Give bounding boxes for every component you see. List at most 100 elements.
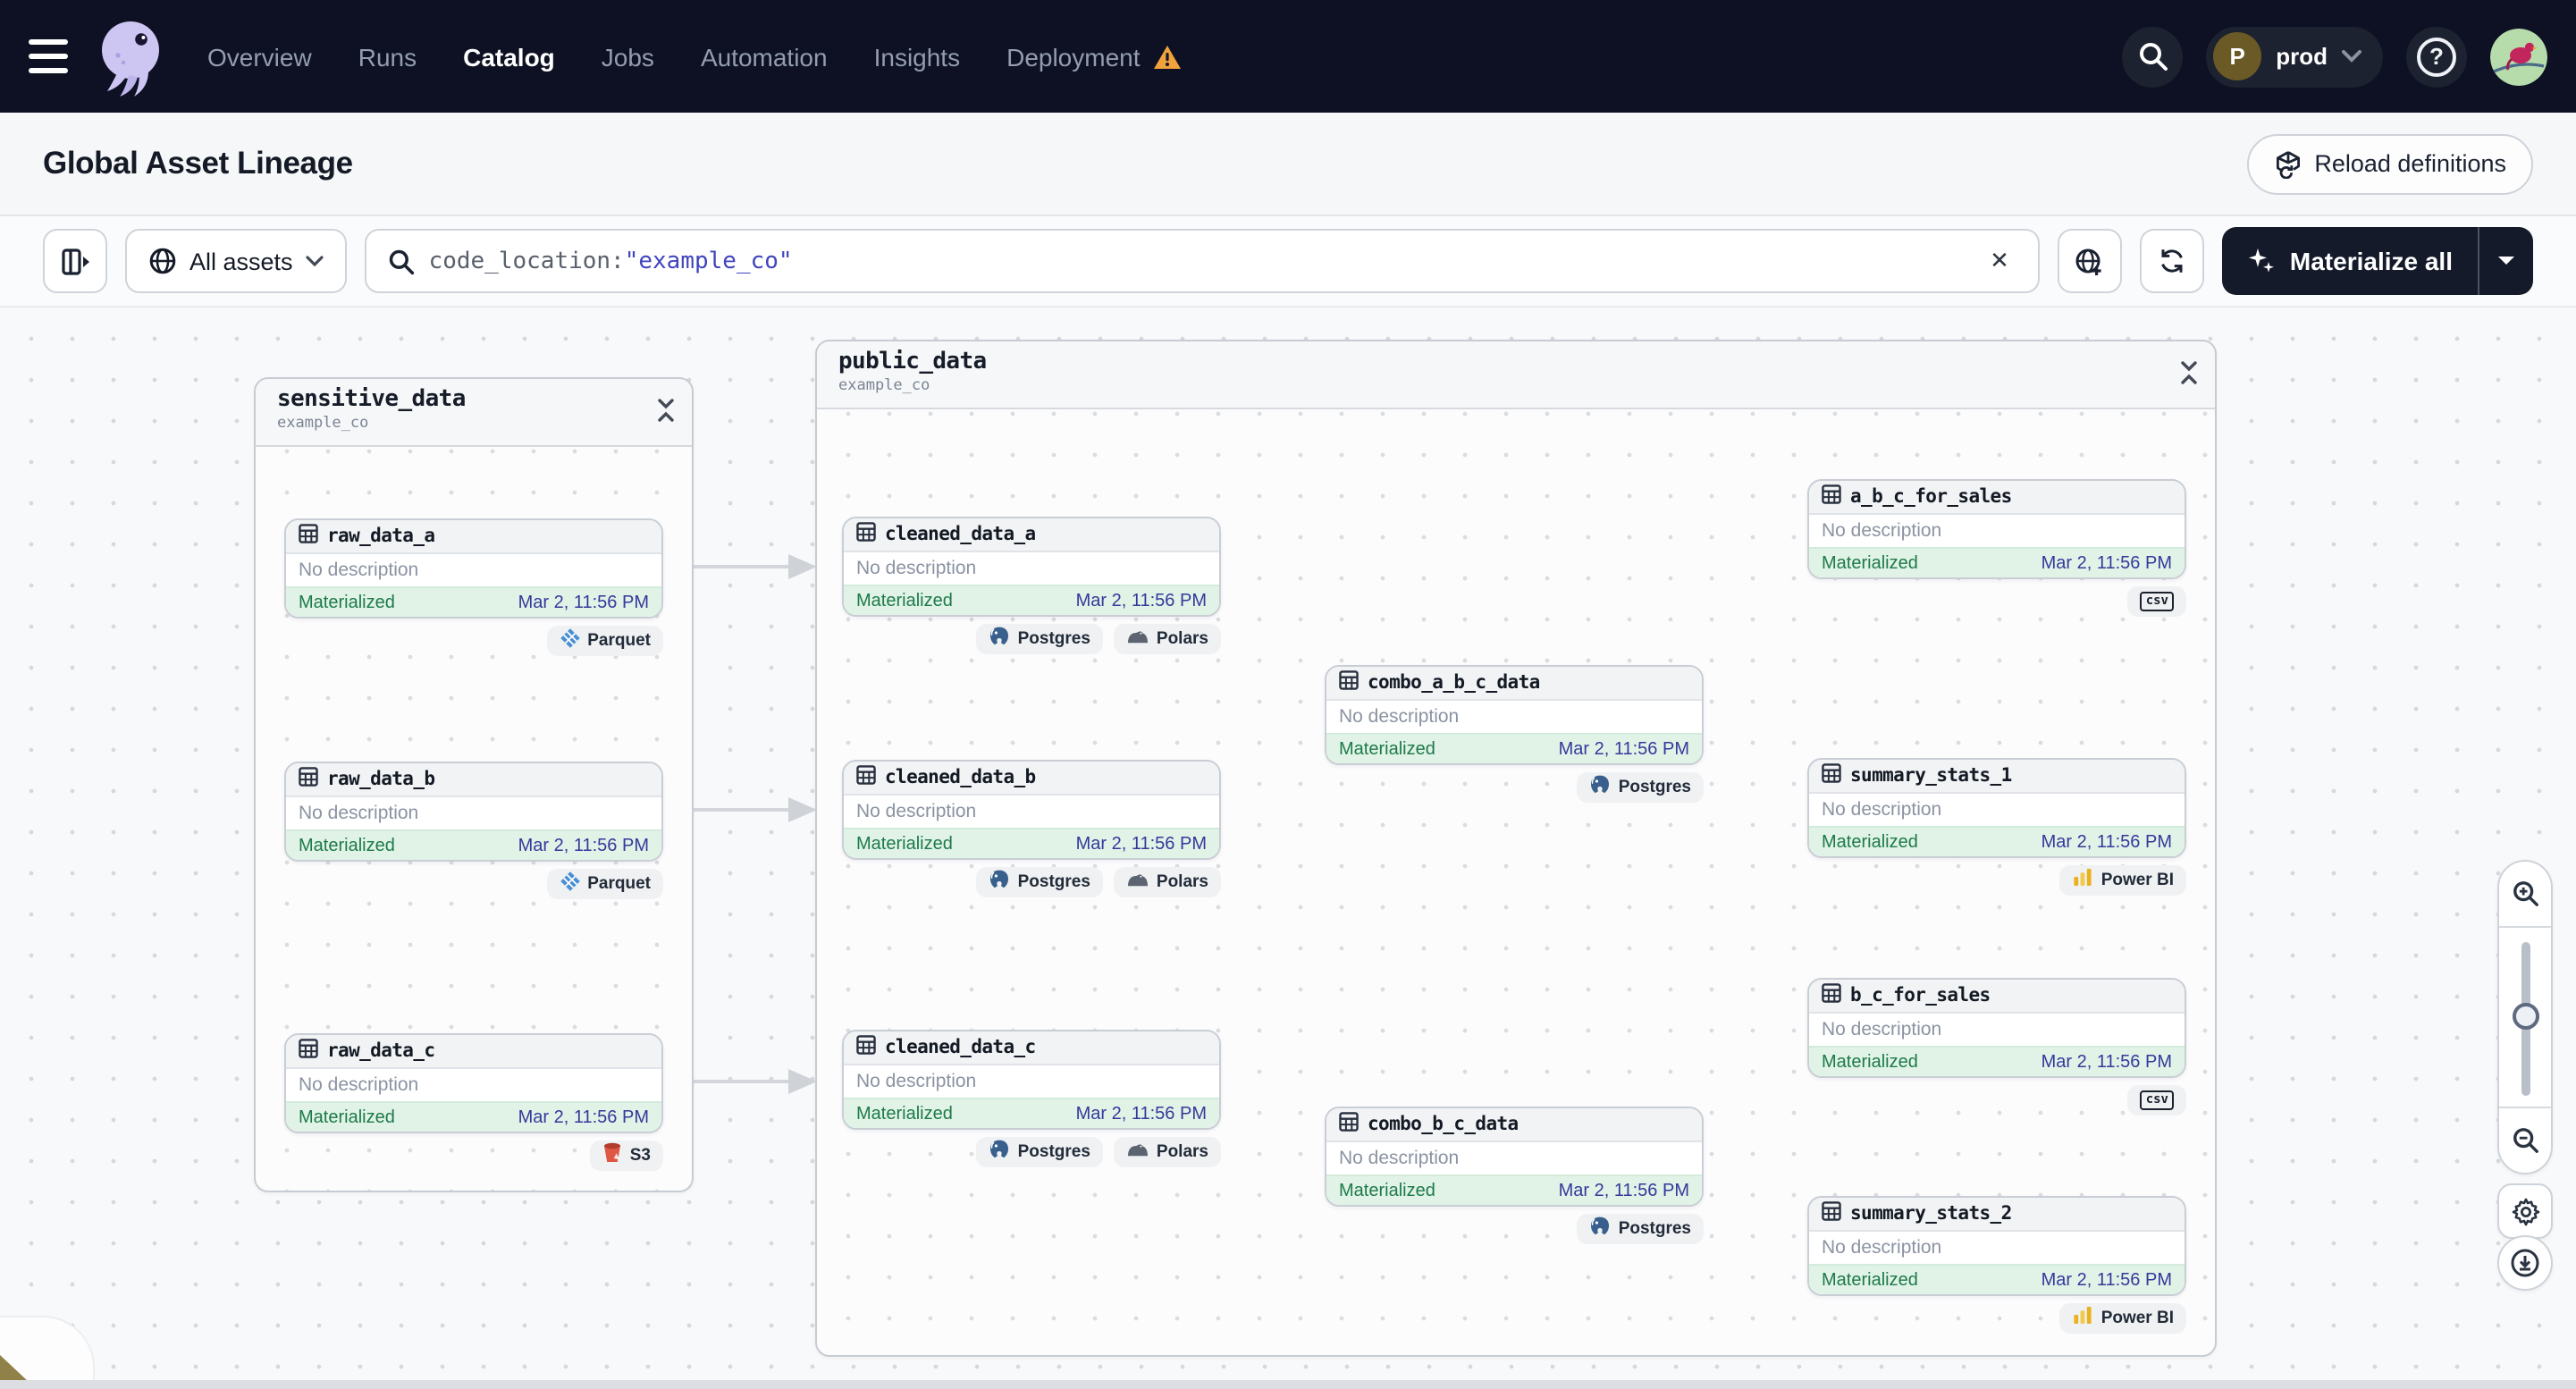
download-icon (2511, 1249, 2539, 1277)
status-badge: Materialized (1822, 1270, 1918, 1290)
nav-item-insights[interactable]: Insights (874, 42, 961, 71)
polars-icon (1126, 1141, 1149, 1164)
zoom-out-button[interactable] (2499, 1108, 2551, 1173)
asset-name: raw_data_a (327, 526, 435, 547)
nav-item-deployment[interactable]: Deployment (1006, 42, 1181, 71)
asset-node-raw_data_b[interactable]: raw_data_b No description Materialized Mar … (284, 762, 663, 862)
refresh-button[interactable] (2139, 229, 2204, 293)
deployment-switcher[interactable]: P prod (2206, 26, 2383, 87)
search-query-value: "example_co" (624, 248, 793, 274)
kind-tag-postgres[interactable]: Postgres (976, 624, 1103, 654)
parquet-icon (559, 871, 580, 897)
kind-tag-label: Postgres (1618, 1219, 1691, 1239)
asset-node-summary_stats_1[interactable]: summary_stats_1 No description Materialize… (1807, 758, 2186, 858)
nav-item-runs[interactable]: Runs (358, 42, 417, 71)
lineage-scope-button[interactable] (2057, 229, 2122, 293)
asset-node-a_b_c_for_sales[interactable]: a_b_c_for_sales No description Materialize… (1807, 479, 2186, 579)
kind-tag-postgres[interactable]: Postgres (976, 1137, 1103, 1167)
csv-icon: csv (2140, 1090, 2174, 1110)
asset-node-header: combo_a_b_c_data (1326, 667, 1702, 701)
asset-description: No description (1339, 706, 1460, 728)
collapse-group-icon[interactable] (656, 399, 676, 431)
kind-tag-postgres[interactable]: Postgres (1577, 1214, 1704, 1244)
asset-name: cleaned_data_a (885, 524, 1036, 545)
asset-status-row: Materialized Mar 2, 11:56 PM (844, 828, 1219, 858)
kind-tag-polars[interactable]: Polars (1113, 624, 1221, 654)
table-icon (856, 1031, 876, 1064)
asset-node-header: cleaned_data_b (844, 762, 1219, 796)
menu-icon[interactable] (29, 39, 68, 73)
powerbi-icon (2073, 1305, 2094, 1332)
asset-search-input[interactable]: code_location:"example_co" ✕ (364, 229, 2040, 293)
asset-status-row: Materialized Mar 2, 11:56 PM (1809, 1046, 2185, 1076)
asset-description: No description (299, 803, 419, 824)
asset-name: b_c_for_sales (1850, 985, 1991, 1006)
asset-status-row: Materialized Mar 2, 11:56 PM (844, 585, 1219, 615)
asset-description: No description (856, 801, 977, 822)
nav-item-label: Automation (700, 42, 828, 71)
nav-item-label: Deployment (1006, 42, 1141, 71)
kind-tag-s3[interactable]: S3 (590, 1141, 663, 1171)
user-avatar[interactable] (2490, 28, 2547, 85)
nav-item-automation[interactable]: Automation (701, 42, 828, 71)
kind-tag-postgres[interactable]: Postgres (976, 867, 1103, 897)
nav-right: P prod ? (2122, 26, 2547, 87)
polars-icon (1126, 871, 1149, 894)
asset-node-cleaned_data_c[interactable]: cleaned_data_c No description Materialized… (842, 1030, 1221, 1130)
kind-tag-parquet[interactable]: Parquet (546, 869, 663, 899)
deployment-initial: P (2213, 32, 2262, 80)
nav-item-label: Insights (873, 42, 961, 71)
graph-settings-button[interactable] (2497, 1183, 2553, 1239)
asset-node-cleaned_data_b[interactable]: cleaned_data_b No description Materialized… (842, 760, 1221, 860)
zoom-slider[interactable] (2499, 926, 2551, 1108)
asset-node-combo_a_b_c_data[interactable]: combo_a_b_c_data No description Materializ… (1325, 665, 1704, 765)
asset-node-cleaned_data_a[interactable]: cleaned_data_a No description Materialized… (842, 517, 1221, 617)
status-badge: Materialized (1339, 1181, 1435, 1200)
collapse-group-icon[interactable] (2179, 361, 2199, 393)
horizontal-scrollbar[interactable] (0, 1380, 2576, 1389)
kind-tag-polars[interactable]: Polars (1113, 867, 1221, 897)
asset-scope-dropdown[interactable]: All assets (125, 229, 347, 293)
asset-node-summary_stats_2[interactable]: summary_stats_2 No description Materialize… (1807, 1196, 2186, 1296)
kind-tag-csv[interactable]: csv (2127, 1085, 2186, 1115)
kind-tag-parquet[interactable]: Parquet (546, 626, 663, 656)
asset-node-header: b_c_for_sales (1809, 980, 2185, 1014)
panel-toggle-button[interactable] (43, 229, 107, 293)
asset-node-combo_b_c_data[interactable]: combo_b_c_data No description Materialized… (1325, 1107, 1704, 1207)
zoom-in-button[interactable] (2499, 862, 2551, 926)
panel-toggle-icon (61, 248, 88, 274)
kind-tag-polars[interactable]: Polars (1113, 1137, 1221, 1167)
asset-node-raw_data_c[interactable]: raw_data_c No description Materialized Mar … (284, 1033, 663, 1133)
kind-tag-power-bi[interactable]: Power BI (2059, 1303, 2186, 1334)
nav-item-label: Catalog (463, 42, 555, 71)
asset-node-header: summary_stats_2 (1809, 1198, 2185, 1232)
nav-item-overview[interactable]: Overview (207, 42, 312, 71)
kind-tag-postgres[interactable]: Postgres (1577, 772, 1704, 803)
chevron-down-icon (305, 256, 324, 266)
nav-item-catalog[interactable]: Catalog (463, 42, 555, 71)
kind-tag-csv[interactable]: csv (2127, 586, 2186, 617)
asset-name: combo_a_b_c_data (1368, 672, 1540, 694)
materialize-options-caret[interactable] (2479, 227, 2533, 295)
search-icon[interactable] (2122, 26, 2184, 87)
kind-tag-power-bi[interactable]: Power BI (2059, 865, 2186, 896)
clear-search-icon[interactable]: ✕ (1990, 247, 2009, 274)
asset-name: cleaned_data_c (885, 1037, 1036, 1058)
materialization-timestamp: Mar 2, 11:56 PM (1075, 834, 1207, 854)
asset-description: No description (1339, 1148, 1460, 1169)
download-view-button[interactable] (2497, 1235, 2553, 1291)
kind-tag-label: Polars (1156, 872, 1208, 892)
asset-status-row: Materialized Mar 2, 11:56 PM (286, 1101, 661, 1132)
lineage-canvas[interactable]: sensitive_data example_co public_data examp… (0, 307, 2576, 1389)
materialization-timestamp: Mar 2, 11:56 PM (1558, 1181, 1689, 1200)
deployment-name: prod (2276, 43, 2328, 70)
asset-node-raw_data_a[interactable]: raw_data_a No description Materialized Mar … (284, 518, 663, 619)
asset-name: raw_data_b (327, 769, 435, 790)
nav-item-jobs[interactable]: Jobs (602, 42, 654, 71)
asset-node-b_c_for_sales[interactable]: b_c_for_sales No description Materialized M… (1807, 978, 2186, 1078)
reload-definitions-button[interactable]: Reload definitions (2246, 133, 2533, 194)
help-icon[interactable]: ? (2406, 26, 2467, 87)
zoom-slider-thumb[interactable] (2512, 1003, 2538, 1030)
dagster-logo[interactable] (93, 15, 168, 97)
materialize-all-button[interactable]: Materialize all (2221, 227, 2533, 295)
